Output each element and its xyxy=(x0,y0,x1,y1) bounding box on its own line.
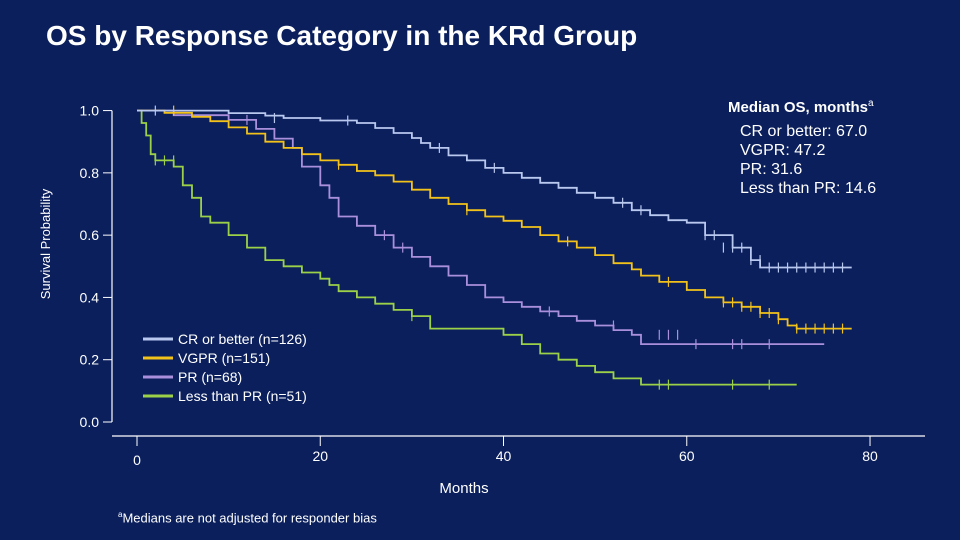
footnote: aMedians are not adjusted for responder … xyxy=(118,510,377,525)
x-tick-label: 0 xyxy=(133,452,141,468)
series-line xyxy=(137,109,852,330)
legend-label: VGPR (n=151) xyxy=(178,350,270,366)
median-os-title-text: Median OS, months xyxy=(728,99,869,116)
x-axis-title: Months xyxy=(439,480,488,497)
median-cr: CR or better: 67.0 xyxy=(740,123,868,140)
series-line xyxy=(137,109,825,345)
y-tick-label: 0.0 xyxy=(80,414,100,430)
legend-label: Less than PR (n=51) xyxy=(178,388,307,404)
y-tick-label: 0.4 xyxy=(80,289,100,305)
y-tick-label: 0.6 xyxy=(80,227,100,243)
y-tick-label: 0.8 xyxy=(80,165,100,181)
legend-label: PR (n=68) xyxy=(178,369,242,385)
median-os-sup: a xyxy=(868,98,874,109)
median-os-box: Median OS, monthsa CR or better: 67.0 VG… xyxy=(728,98,918,198)
series-3 xyxy=(137,109,797,390)
x-tick-label: 60 xyxy=(679,448,695,464)
median-os-title: Median OS, monthsa xyxy=(728,98,918,116)
y-tick-label: 0.2 xyxy=(80,352,100,368)
page-title: OS by Response Category in the KRd Group xyxy=(46,20,638,51)
legend-label: CR or better (n=126) xyxy=(178,331,307,347)
x-tick-label: 80 xyxy=(862,448,878,464)
median-pr: PR: 31.6 xyxy=(740,161,803,178)
series-line xyxy=(137,109,797,386)
footnote-sup: a xyxy=(118,510,123,519)
y-tick-label: 1.0 xyxy=(80,103,100,119)
series-line xyxy=(137,109,852,269)
x-tick-label: 20 xyxy=(312,448,328,464)
footnote-text: Medians are not adjusted for responder b… xyxy=(122,510,377,526)
median-vgpr: VGPR: 47.2 xyxy=(740,142,826,159)
series-1 xyxy=(137,105,852,334)
y-axis-title: Survival Probability xyxy=(38,188,53,299)
x-tick-label: 40 xyxy=(496,448,512,464)
series-0 xyxy=(137,105,852,273)
series-2 xyxy=(137,109,825,350)
median-less-than-pr: Less than PR: 14.6 xyxy=(740,180,877,197)
